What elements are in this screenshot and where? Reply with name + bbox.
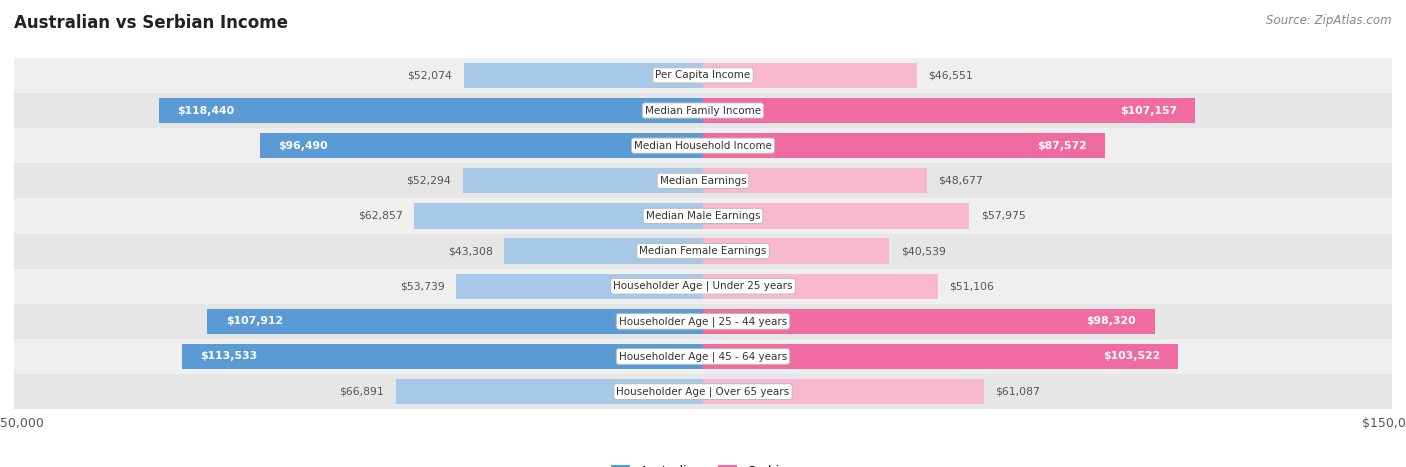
Bar: [14, 163, 1392, 198]
Bar: [703, 203, 969, 228]
Text: $48,677: $48,677: [938, 176, 983, 186]
Text: $57,975: $57,975: [981, 211, 1025, 221]
Bar: [14, 234, 1392, 269]
Text: $113,533: $113,533: [200, 352, 257, 361]
Text: $66,891: $66,891: [339, 387, 384, 396]
Text: $103,522: $103,522: [1102, 352, 1160, 361]
Bar: [703, 168, 927, 193]
Text: $51,106: $51,106: [949, 281, 994, 291]
Bar: [14, 339, 1392, 374]
Bar: [703, 344, 1178, 369]
Bar: [703, 133, 1105, 158]
Text: $40,539: $40,539: [901, 246, 946, 256]
Text: $118,440: $118,440: [177, 106, 235, 115]
Bar: [14, 374, 1392, 409]
Bar: [14, 269, 1392, 304]
Text: Median Family Income: Median Family Income: [645, 106, 761, 115]
Bar: [703, 63, 917, 88]
Text: $52,294: $52,294: [406, 176, 451, 186]
Text: Median Female Earnings: Median Female Earnings: [640, 246, 766, 256]
Text: Per Capita Income: Per Capita Income: [655, 71, 751, 80]
Text: Median Earnings: Median Earnings: [659, 176, 747, 186]
Bar: [463, 168, 703, 193]
Bar: [14, 128, 1392, 163]
Bar: [260, 133, 703, 158]
Text: $107,912: $107,912: [226, 316, 283, 326]
Text: $107,157: $107,157: [1119, 106, 1177, 115]
Bar: [14, 58, 1392, 93]
Text: $61,087: $61,087: [995, 387, 1040, 396]
Text: $52,074: $52,074: [408, 71, 453, 80]
Text: $98,320: $98,320: [1087, 316, 1136, 326]
Bar: [464, 63, 703, 88]
Text: Australian vs Serbian Income: Australian vs Serbian Income: [14, 14, 288, 32]
Bar: [703, 98, 1195, 123]
Text: Householder Age | Over 65 years: Householder Age | Over 65 years: [616, 386, 790, 397]
Text: Median Household Income: Median Household Income: [634, 141, 772, 151]
Text: $43,308: $43,308: [447, 246, 492, 256]
Text: Householder Age | 25 - 44 years: Householder Age | 25 - 44 years: [619, 316, 787, 326]
Bar: [703, 379, 984, 404]
Bar: [207, 309, 703, 334]
Bar: [703, 309, 1154, 334]
Text: Median Male Earnings: Median Male Earnings: [645, 211, 761, 221]
Text: $87,572: $87,572: [1038, 141, 1087, 151]
Bar: [456, 274, 703, 299]
Text: Householder Age | Under 25 years: Householder Age | Under 25 years: [613, 281, 793, 291]
Bar: [703, 274, 938, 299]
Bar: [395, 379, 703, 404]
Text: Source: ZipAtlas.com: Source: ZipAtlas.com: [1267, 14, 1392, 27]
Text: $62,857: $62,857: [359, 211, 404, 221]
Text: $46,551: $46,551: [928, 71, 973, 80]
Bar: [14, 198, 1392, 234]
Bar: [159, 98, 703, 123]
Bar: [703, 239, 889, 264]
Text: $53,739: $53,739: [399, 281, 444, 291]
Bar: [181, 344, 703, 369]
Bar: [14, 304, 1392, 339]
Bar: [505, 239, 703, 264]
Bar: [14, 93, 1392, 128]
Text: $96,490: $96,490: [278, 141, 328, 151]
Text: Householder Age | 45 - 64 years: Householder Age | 45 - 64 years: [619, 351, 787, 362]
Legend: Australian, Serbian: Australian, Serbian: [606, 460, 800, 467]
Bar: [415, 203, 703, 228]
